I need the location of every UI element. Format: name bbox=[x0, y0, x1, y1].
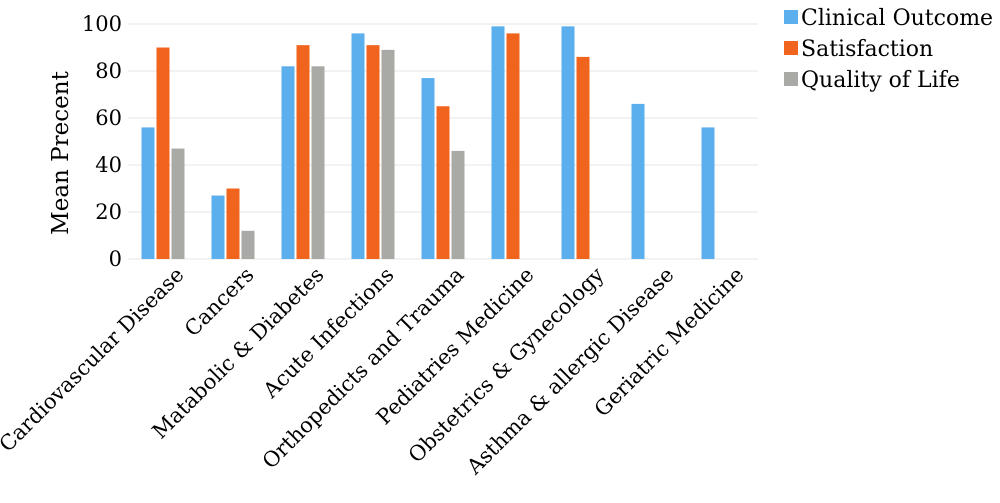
y-tick-label: 20 bbox=[95, 200, 122, 224]
bar bbox=[351, 33, 365, 260]
bar bbox=[241, 230, 255, 259]
y-tick-label: 0 bbox=[109, 247, 122, 271]
y-tick-label: 40 bbox=[95, 153, 122, 177]
y-axis-tick-labels: 0 20 40 60 80 100 bbox=[82, 12, 122, 271]
bar bbox=[311, 66, 325, 259]
bar bbox=[141, 127, 155, 260]
bar bbox=[561, 26, 575, 259]
legend-label: Clinical Outcome bbox=[801, 6, 993, 31]
legend-swatch bbox=[784, 72, 798, 86]
legend-swatch bbox=[784, 10, 798, 24]
y-tick-label: 100 bbox=[82, 12, 122, 36]
y-tick-label: 80 bbox=[95, 59, 122, 83]
legend-swatch bbox=[784, 41, 798, 55]
y-tick-label: 60 bbox=[95, 106, 122, 130]
y-axis-label: Mean Precent bbox=[48, 70, 74, 234]
bars bbox=[141, 26, 715, 260]
bar bbox=[171, 148, 185, 259]
bar bbox=[421, 78, 435, 259]
bar bbox=[281, 66, 295, 259]
bar bbox=[701, 127, 715, 260]
bar bbox=[366, 45, 380, 260]
bar bbox=[491, 26, 505, 259]
bar bbox=[226, 188, 240, 259]
legend: Clinical Outcome Satisfaction Quality of L… bbox=[784, 6, 993, 93]
legend-label: Quality of Life bbox=[801, 68, 960, 93]
bar bbox=[451, 150, 465, 259]
bar bbox=[156, 47, 170, 259]
x-category-label: Acute Infections bbox=[258, 263, 399, 404]
legend-label: Satisfaction bbox=[801, 37, 933, 62]
bar bbox=[211, 195, 225, 259]
bar bbox=[631, 103, 645, 260]
bar bbox=[506, 33, 520, 260]
bar bbox=[436, 106, 450, 259]
bar bbox=[296, 45, 310, 260]
bar bbox=[381, 49, 395, 259]
bar bbox=[576, 56, 590, 260]
